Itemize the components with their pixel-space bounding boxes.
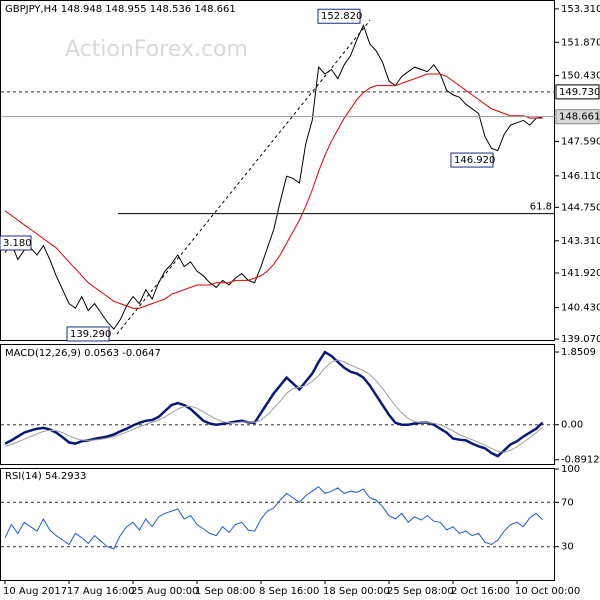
series-line (4, 23, 543, 330)
y-tick-label: 153.310 (561, 4, 600, 15)
level-box (555, 109, 600, 125)
series-line (4, 486, 543, 550)
y-tick-label: 30 (561, 542, 574, 553)
y-tick-label: 141.920 (561, 268, 600, 279)
y-tick-label: 70 (561, 497, 574, 508)
series-line (4, 350, 544, 458)
x-tick-label: 2 Oct 16:00 (451, 586, 510, 597)
x-tick-label: 8 Sep 16:00 (259, 586, 319, 597)
y-tick-label: 139.070 (561, 334, 600, 345)
series-line (4, 73, 543, 309)
y-tick-label: 146.110 (561, 171, 600, 182)
x-tick-label: 10 Aug 2017 (3, 586, 67, 597)
trend-line (116, 19, 371, 335)
rsi-panel (0, 468, 555, 581)
x-tick-label: 1 Sep 08:00 (195, 586, 255, 597)
level-label: 149.730 (559, 87, 600, 98)
series-line (4, 359, 543, 453)
fib-label: 61.8 (530, 202, 552, 213)
y-tick-label: 151.870 (561, 37, 600, 48)
annotation-label: 3.180 (3, 238, 32, 249)
macd-panel (0, 344, 555, 465)
annotation-label: 139.290 (70, 329, 111, 340)
annotation-box (450, 152, 494, 168)
level-label: 148.661 (559, 112, 600, 123)
annotation-label: 152.820 (321, 11, 362, 22)
price-panel (0, 0, 555, 341)
y-tick-label: 144.750 (561, 202, 600, 213)
annotation-label: 146.920 (454, 155, 495, 166)
y-tick-label: 1.8509 (561, 347, 596, 358)
y-tick-label: 150.430 (561, 71, 600, 82)
y-tick-label: 0.00 (561, 420, 583, 431)
y-tick-label: -0.8912 (561, 455, 600, 466)
annotation-box (66, 326, 110, 342)
annotation-box (0, 235, 32, 251)
x-tick-label: 10 Oct 00:00 (515, 586, 580, 597)
level-box (555, 84, 600, 100)
annotation-box (317, 8, 361, 24)
x-tick-label: 17 Aug 16:00 (67, 586, 134, 597)
y-tick-label: 100 (561, 464, 580, 475)
x-tick-label: 25 Aug 00:00 (131, 586, 198, 597)
y-tick-label: 143.310 (561, 236, 600, 247)
x-tick-label: 25 Sep 08:00 (387, 586, 454, 597)
y-tick-label: 140.430 (561, 303, 600, 314)
macd-title: MACD(12,26,9) 0.0563 -0.0647 (5, 348, 161, 359)
price-title: GBPJPY,H4 148.948 148.955 148.536 148.66… (5, 4, 236, 15)
rsi-title: RSI(14) 54.2933 (5, 471, 86, 482)
watermark: ActionForex.com (65, 37, 248, 62)
x-tick-label: 18 Sep 00:00 (323, 586, 390, 597)
y-tick-label: 147.590 (561, 137, 600, 148)
